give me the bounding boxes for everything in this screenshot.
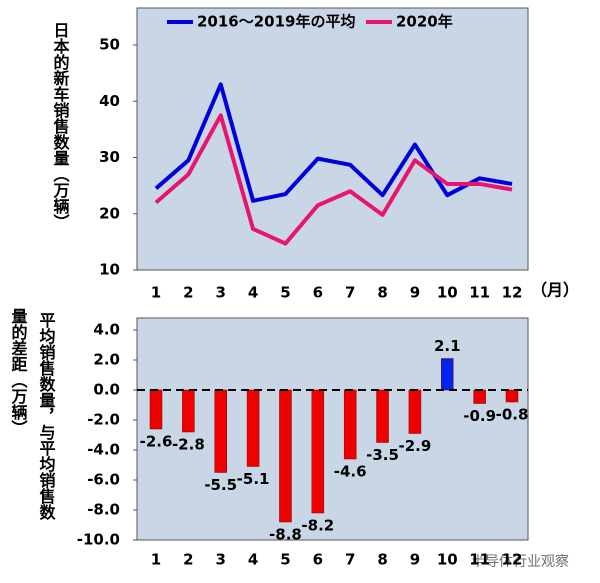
bottom-plot — [136, 317, 529, 541]
bar — [376, 389, 389, 443]
y-tick-label: 20 — [99, 204, 120, 222]
value-label: -0.8 — [496, 406, 529, 424]
y-axis-title: 平均销售数量，与平均销售数 — [37, 312, 56, 521]
x-tick-label: 4 — [248, 551, 258, 569]
x-tick-label: 8 — [377, 551, 387, 569]
y-tick-label: 2.0 — [93, 351, 120, 369]
x-tick-label: 2 — [183, 551, 193, 569]
legend-label: 2016～2019年の平均 — [197, 13, 356, 31]
line — [154, 113, 513, 246]
x-tick-label: 12 — [502, 551, 523, 569]
y-tick-label: 30 — [99, 148, 120, 166]
x-tick-label: 10 — [437, 284, 458, 302]
bar — [473, 389, 486, 404]
value-label: -2.9 — [399, 437, 432, 455]
bar — [343, 389, 357, 460]
x-tick-label: 7 — [345, 551, 355, 569]
y-tick-label: -10.0 — [77, 531, 120, 549]
x-tick-label: 5 — [280, 551, 290, 569]
top-plot — [136, 7, 529, 271]
x-tick-label: 3 — [216, 284, 226, 302]
y-tick-label: -8.0 — [87, 501, 120, 519]
y-tick-label: 10 — [99, 261, 120, 279]
x-tick-label: 6 — [313, 551, 323, 569]
y-tick-label: 4.0 — [93, 321, 120, 339]
value-label: -0.9 — [463, 407, 496, 425]
x-axis-title: （月） — [531, 281, 579, 300]
x-tick-label: 6 — [313, 284, 323, 302]
value-label: -8.8 — [269, 526, 302, 544]
watermark: 半导体行业观察 — [471, 553, 569, 570]
bar — [311, 389, 325, 514]
line — [154, 82, 513, 203]
bar — [214, 389, 227, 473]
y-tick-label: -2.0 — [87, 411, 120, 429]
value-label: -3.5 — [366, 446, 399, 464]
value-label: 2.1 — [434, 337, 461, 355]
x-tick-label: 11 — [469, 284, 490, 302]
y-tick-label: 40 — [99, 92, 120, 110]
value-label: -4.6 — [334, 463, 367, 481]
value-label: -2.6 — [140, 433, 173, 451]
value-label: -2.8 — [172, 436, 205, 454]
value-label: -5.5 — [204, 476, 237, 494]
x-tick-label: 1 — [151, 284, 161, 302]
legend-label: 2020年 — [396, 13, 453, 31]
y-tick-label: -4.0 — [87, 441, 120, 459]
y-tick-label: 50 — [99, 36, 120, 54]
bar — [149, 389, 163, 430]
x-tick-label: 8 — [377, 284, 387, 302]
y-tick-label: 0.0 — [93, 381, 120, 399]
value-label: -5.1 — [237, 470, 270, 488]
bar — [246, 389, 260, 467]
y-axis-title: 量的差距（万辆） — [9, 308, 29, 436]
x-tick-label: 12 — [502, 284, 523, 302]
x-tick-label: 4 — [248, 284, 258, 302]
x-tick-label: 1 — [151, 551, 161, 569]
value-label: -8.2 — [301, 517, 334, 535]
x-tick-label: 10 — [437, 551, 458, 569]
bar — [279, 389, 292, 523]
x-tick-label: 9 — [410, 551, 420, 569]
x-tick-label: 3 — [216, 551, 226, 569]
x-tick-label: 2 — [183, 284, 193, 302]
x-tick-label: 5 — [280, 284, 290, 302]
x-tick-label: 9 — [410, 284, 420, 302]
y-axis-title: 日本的新车销售数量（万辆） — [51, 22, 71, 230]
y-tick-label: -6.0 — [87, 471, 120, 489]
bar — [408, 389, 422, 434]
bar — [441, 358, 454, 391]
bar — [182, 389, 195, 433]
x-tick-label: 11 — [469, 551, 490, 569]
x-tick-label: 7 — [345, 284, 355, 302]
bar — [505, 389, 519, 403]
